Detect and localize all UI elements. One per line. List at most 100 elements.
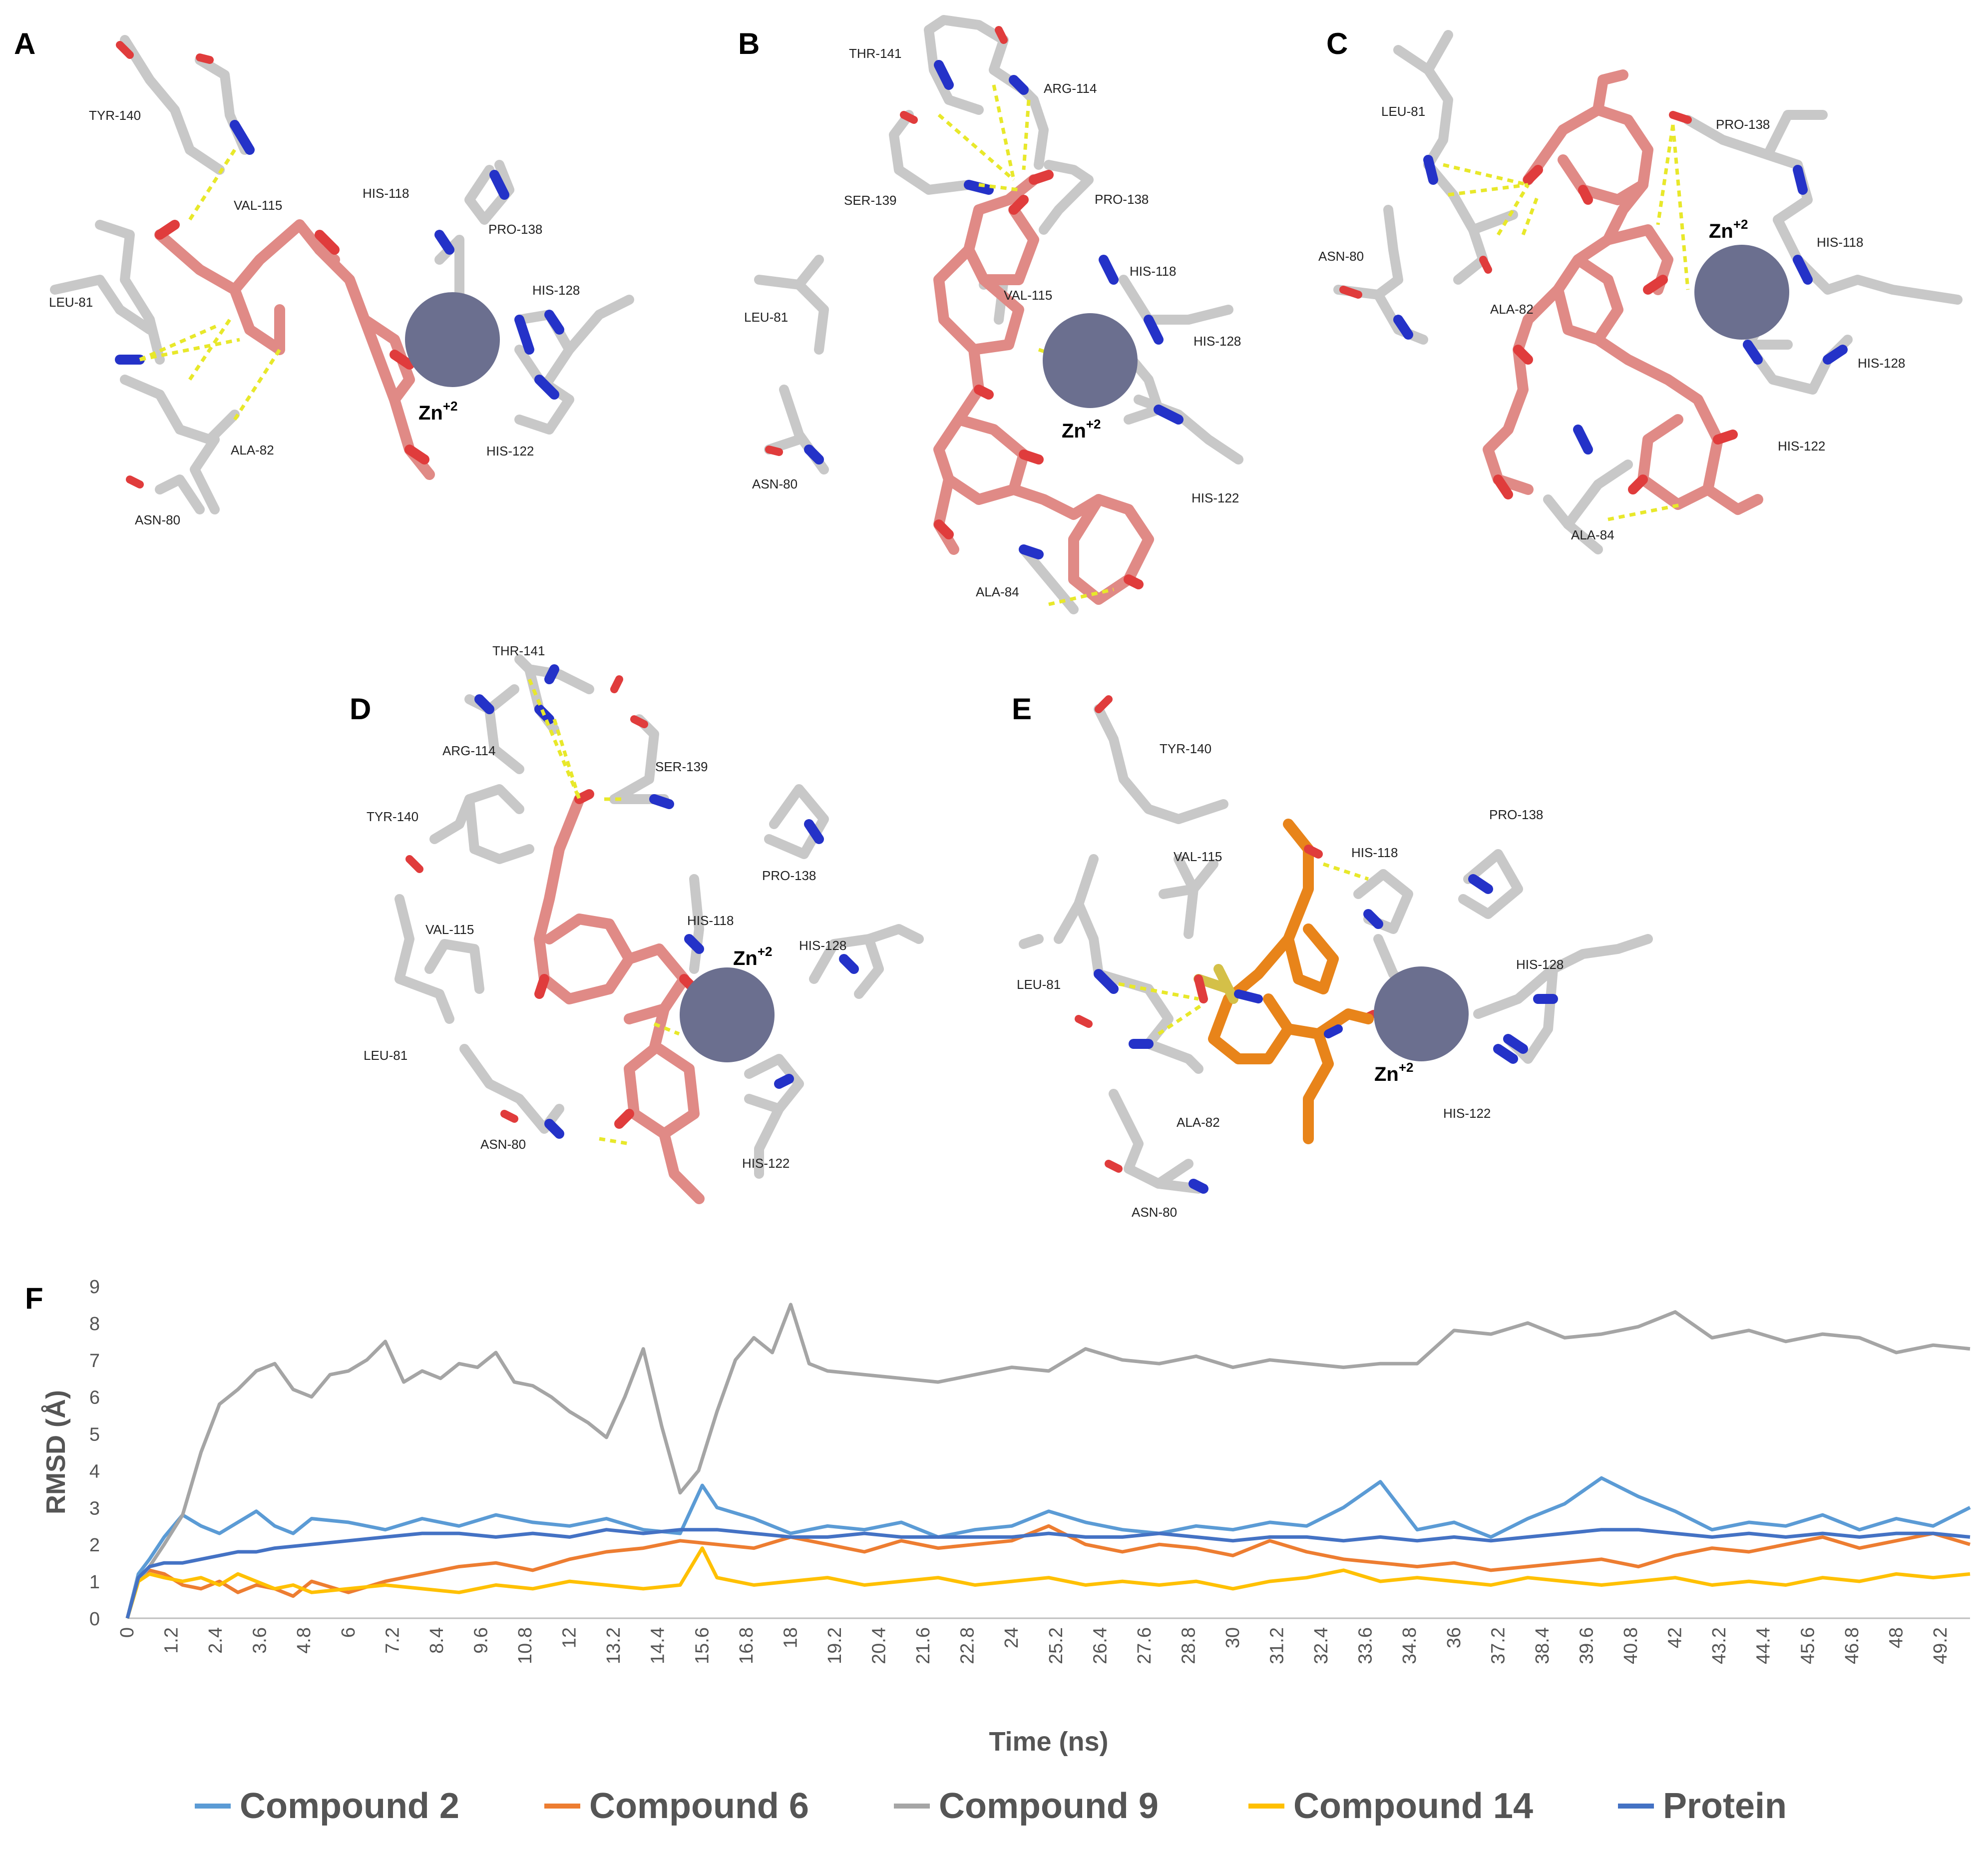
residue-label: HIS-128 bbox=[1858, 356, 1905, 371]
residue-label: ALA-82 bbox=[1490, 302, 1534, 317]
x-tick-label: 33.6 bbox=[1355, 1627, 1376, 1664]
residue-label: ALA-82 bbox=[1177, 1115, 1220, 1130]
residue-label: VAL-115 bbox=[234, 198, 282, 213]
residue-label: LEU-81 bbox=[1381, 104, 1425, 119]
residue-label: ASN-80 bbox=[1318, 249, 1364, 264]
residue-label: HIS-118 bbox=[1351, 845, 1398, 860]
x-tick-label: 46.8 bbox=[1842, 1627, 1863, 1664]
y-tick-label: 2 bbox=[89, 1535, 100, 1556]
zinc-ion-b bbox=[1043, 313, 1138, 408]
series-line-1 bbox=[125, 1476, 1971, 1619]
zn-label-d: Zn+2 bbox=[733, 944, 773, 969]
x-tick-label: 12 bbox=[559, 1627, 580, 1648]
y-tick-label: 5 bbox=[89, 1424, 100, 1445]
x-tick-label: 19.2 bbox=[824, 1627, 845, 1664]
zn-label-b: Zn+2 bbox=[1062, 417, 1101, 442]
x-tick-label: 39.6 bbox=[1576, 1627, 1597, 1664]
residue-label: LEU-81 bbox=[49, 295, 93, 310]
panel-letter-f: F bbox=[25, 1282, 43, 1315]
x-tick-label: 7.2 bbox=[382, 1627, 403, 1654]
x-tick-label: 14.4 bbox=[648, 1627, 669, 1664]
zn-label-a: Zn+2 bbox=[418, 399, 458, 424]
x-tick-label: 1.2 bbox=[161, 1627, 182, 1654]
panel-a: A bbox=[14, 27, 634, 527]
panel-c: C bbox=[1318, 27, 1963, 554]
residue-label: HIS-122 bbox=[486, 444, 534, 459]
residue-label: VAL-115 bbox=[1004, 288, 1052, 303]
residue-label: LEU-81 bbox=[744, 310, 788, 325]
residue-label: HIS-122 bbox=[1443, 1106, 1491, 1121]
panel-letter-d: D bbox=[350, 692, 371, 726]
residue-label: ASN-80 bbox=[135, 512, 180, 527]
x-tick-label: 48 bbox=[1886, 1627, 1907, 1648]
x-tick-label: 0 bbox=[117, 1627, 138, 1638]
residue-label: THR-141 bbox=[849, 46, 901, 61]
residue-label: HIS-122 bbox=[1778, 439, 1825, 454]
y-tick-label: 6 bbox=[89, 1388, 100, 1408]
panel-d: D bbox=[350, 643, 924, 1204]
x-tick-label: 8.4 bbox=[426, 1627, 447, 1654]
residue-label: LEU-81 bbox=[364, 1048, 407, 1063]
x-tick-label: 3.6 bbox=[250, 1627, 271, 1654]
series-line-2 bbox=[125, 1524, 1971, 1619]
x-tick-label: 9.6 bbox=[470, 1627, 491, 1654]
x-tick-label: 42 bbox=[1665, 1627, 1686, 1648]
x-tick-label: 24 bbox=[1001, 1627, 1022, 1648]
x-tick-label: 36 bbox=[1444, 1627, 1465, 1648]
zn-label-e: Zn+2 bbox=[1374, 1060, 1414, 1085]
residue-label: HIS-128 bbox=[1193, 334, 1241, 349]
zinc-ion-c bbox=[1694, 245, 1789, 340]
residue-label: SER-139 bbox=[844, 193, 897, 208]
residue-label: HIS-118 bbox=[1817, 235, 1863, 250]
residue-label: PRO-138 bbox=[1095, 192, 1149, 207]
residue-label: HIS-128 bbox=[532, 283, 580, 298]
legend-label: Compound 2 bbox=[240, 1786, 459, 1826]
residue-label: TYR-140 bbox=[89, 108, 141, 123]
x-tick-label: 40.8 bbox=[1620, 1627, 1641, 1664]
x-tick-label: 26.4 bbox=[1090, 1627, 1111, 1664]
panel-letter-e: E bbox=[1012, 692, 1032, 726]
residue-label: HIS-122 bbox=[1192, 490, 1239, 505]
zn-label-c: Zn+2 bbox=[1709, 217, 1748, 242]
x-tick-label: 37.2 bbox=[1488, 1627, 1509, 1664]
zinc-ion-d bbox=[680, 967, 775, 1062]
panel-b: B bbox=[738, 15, 1243, 614]
panel-e: E bbox=[1012, 692, 1653, 1220]
residue-label: ASN-80 bbox=[480, 1137, 526, 1152]
x-tick-label: 20.4 bbox=[869, 1627, 890, 1664]
x-tick-label: 6 bbox=[338, 1627, 359, 1638]
x-tick-label: 27.6 bbox=[1134, 1627, 1155, 1664]
panel-letter-b: B bbox=[738, 27, 760, 60]
x-tick-label: 49.2 bbox=[1930, 1627, 1951, 1664]
x-axis-title: Time (ns) bbox=[989, 1727, 1108, 1757]
y-tick-label: 9 bbox=[89, 1277, 100, 1298]
x-tick-label: 34.8 bbox=[1399, 1627, 1420, 1664]
series-line-3 bbox=[125, 1303, 1971, 1619]
legend-label: Compound 9 bbox=[939, 1786, 1159, 1826]
residue-label: HIS-122 bbox=[742, 1156, 790, 1171]
panel-letter-c: C bbox=[1326, 27, 1348, 60]
residue-label: PRO-138 bbox=[762, 868, 816, 883]
x-tick-label: 28.8 bbox=[1178, 1627, 1199, 1664]
legend-label: Compound 6 bbox=[589, 1786, 809, 1826]
residue-label: TYR-140 bbox=[367, 809, 418, 824]
y-tick-label: 1 bbox=[89, 1572, 100, 1593]
x-tick-label: 38.4 bbox=[1532, 1627, 1553, 1664]
residue-label: ARG-114 bbox=[1044, 81, 1097, 96]
y-axis-title: RMSD (Å) bbox=[41, 1390, 71, 1514]
residue-label: ALA-84 bbox=[976, 584, 1019, 599]
residue-label: TYR-140 bbox=[1160, 741, 1211, 756]
x-tick-label: 43.2 bbox=[1709, 1627, 1730, 1664]
x-tick-label: 44.4 bbox=[1753, 1627, 1774, 1664]
residue-label: VAL-115 bbox=[1174, 849, 1222, 864]
x-tick-label: 21.6 bbox=[913, 1627, 934, 1664]
series-line-5 bbox=[125, 1528, 1971, 1619]
x-tick-label: 16.8 bbox=[736, 1627, 757, 1664]
x-tick-label: 22.8 bbox=[957, 1627, 978, 1664]
x-tick-label: 13.2 bbox=[603, 1627, 624, 1664]
y-tick-label: 8 bbox=[89, 1314, 100, 1335]
legend-label: Protein bbox=[1663, 1786, 1787, 1826]
